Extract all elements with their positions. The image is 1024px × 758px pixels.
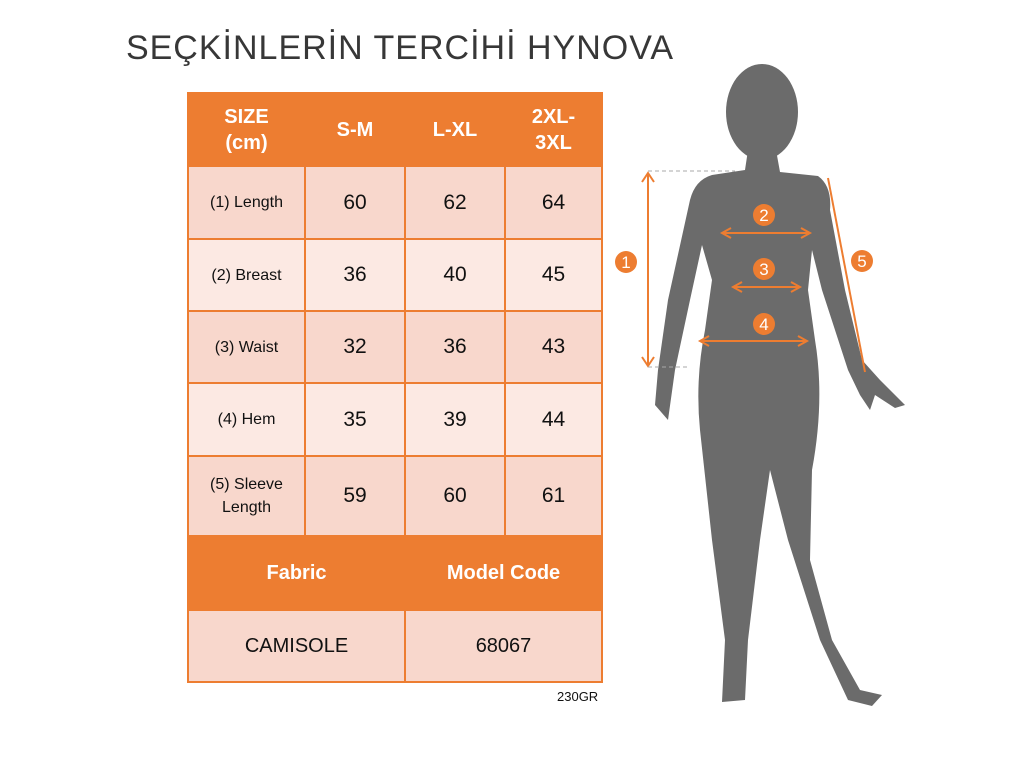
header-2xl-3xl: 2XL- 3XL	[504, 92, 603, 167]
watermark: SEÇKİNLERİN TERCİHİ HYNOVA	[125, 29, 675, 67]
table-cell-value: 64	[504, 165, 603, 240]
table-cell-value: 43	[504, 310, 603, 384]
model-code-header: Model Code	[404, 535, 603, 611]
table-cell-value: 62	[404, 165, 506, 240]
measurement-markers: 1 2 3 4 5	[615, 204, 873, 335]
table-cell-value: 61	[504, 455, 603, 537]
header-size: SIZE (cm)	[187, 92, 306, 167]
marker-4: 4	[759, 315, 768, 334]
row-label: (1) Length	[187, 165, 306, 240]
marker-3: 3	[759, 260, 768, 279]
table-cell-value: 36	[404, 310, 506, 384]
product-code: 230GR	[557, 689, 599, 704]
marker-1: 1	[621, 253, 630, 272]
marker-5: 5	[857, 252, 866, 271]
measurement-arrows	[641, 171, 866, 373]
table-cell-value: 40	[404, 238, 506, 312]
table-cell-value: 45	[504, 238, 603, 312]
table-cell-value: 60	[304, 165, 406, 240]
table-cell-value: 32	[304, 310, 406, 384]
guide-lines	[648, 170, 735, 368]
row-label: (2) Breast	[187, 238, 306, 312]
silhouette-figure	[655, 64, 905, 706]
marker-2: 2	[759, 206, 768, 225]
table-cell-value: 44	[504, 382, 603, 457]
model-code-value: 68067	[404, 609, 603, 683]
